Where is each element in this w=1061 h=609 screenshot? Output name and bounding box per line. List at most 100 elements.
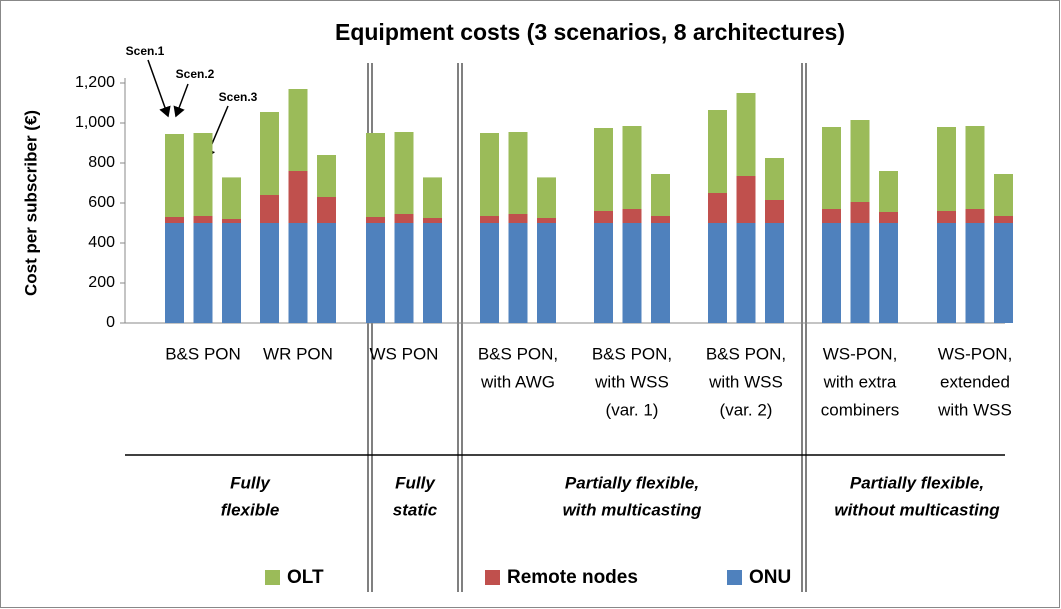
bar-segment [537, 177, 556, 218]
group-label: without multicasting [834, 500, 1000, 519]
bar-segment [879, 171, 898, 212]
bar-segment [822, 223, 841, 323]
x-tick-label: WS-PON, [938, 344, 1013, 363]
bar-segment [165, 217, 184, 223]
x-tick-label: with AWG [480, 372, 555, 391]
bar-segment [193, 133, 213, 216]
x-tick-label: with WSS [937, 400, 1012, 419]
bar-segment [508, 132, 528, 214]
x-tick-label: combiners [821, 400, 899, 419]
scenario-label: Scen.2 [176, 67, 215, 81]
bar-segment [480, 133, 499, 216]
bar-segment [508, 214, 528, 223]
bar-segment [366, 133, 385, 217]
bar-segment [394, 132, 414, 214]
bar-segment [394, 223, 414, 323]
bar-segment [850, 120, 870, 202]
bar-segment [994, 174, 1013, 216]
x-tick-label: (var. 1) [606, 400, 659, 419]
legend-label: ONU [749, 567, 791, 588]
bar-segment [366, 217, 385, 223]
bar-segment [765, 223, 784, 323]
bar-segment [317, 223, 336, 323]
bar-segment [879, 223, 898, 323]
bar-segment [260, 223, 279, 323]
bar-segment [937, 127, 956, 211]
bar-segment [423, 223, 442, 323]
y-tick-label: 1,200 [75, 74, 115, 91]
x-tick-label: (var. 2) [720, 400, 773, 419]
scenario-label: Scen.3 [219, 90, 258, 104]
bar-segment [736, 176, 756, 223]
x-tick-label: B&S PON, [478, 344, 558, 363]
x-tick-label: WR PON [263, 344, 333, 363]
bar-segment [394, 214, 414, 223]
bar-segment [288, 171, 308, 223]
bar-segment [937, 211, 956, 223]
group-label: Partially flexible, [850, 473, 984, 492]
bar-segment [193, 216, 213, 223]
bar-segment [222, 223, 241, 323]
bar-segment [622, 126, 642, 209]
y-tick-label: 1,000 [75, 114, 115, 131]
bar-segment [651, 174, 670, 216]
bar-segment [508, 223, 528, 323]
legend-swatch [265, 570, 280, 585]
group-label: Fully [395, 473, 436, 492]
y-tick-label: 600 [88, 194, 115, 211]
bar-segment [193, 223, 213, 323]
bar-segment [965, 209, 985, 223]
bar-segment [288, 223, 308, 323]
y-tick-label: 400 [88, 234, 115, 251]
chart-title: Equipment costs (3 scenarios, 8 architec… [335, 19, 845, 45]
bar-segment [708, 110, 727, 193]
bar-segment [594, 211, 613, 223]
x-tick-label: with extra [823, 372, 897, 391]
bar-segment [480, 216, 499, 223]
bar-segment [937, 223, 956, 323]
bar-segment [317, 197, 336, 223]
bar-segment [965, 126, 985, 209]
bar-segment [850, 223, 870, 323]
x-tick-label: WS-PON, [823, 344, 898, 363]
group-label: with multicasting [563, 500, 702, 519]
x-tick-label: extended [940, 372, 1010, 391]
bar-segment [165, 134, 184, 217]
bar-segment [879, 212, 898, 223]
x-tick-label: with WSS [708, 372, 783, 391]
bar-segment [537, 223, 556, 323]
bar-segment [994, 223, 1013, 323]
bar-segment [965, 223, 985, 323]
bar-segment [366, 223, 385, 323]
bar-segment [822, 209, 841, 223]
bar-segment [423, 218, 442, 223]
x-tick-label: B&S PON [165, 344, 241, 363]
group-label: Partially flexible, [565, 473, 699, 492]
bar-segment [165, 223, 184, 323]
group-label: Fully [230, 473, 271, 492]
bar-segment [822, 127, 841, 209]
bar-segment [622, 223, 642, 323]
bar-segment [423, 177, 442, 218]
bar-segment [708, 223, 727, 323]
bar-segment [765, 200, 784, 223]
bar-segment [651, 223, 670, 323]
bar-segment [736, 93, 756, 176]
legend-swatch [727, 570, 742, 585]
x-tick-label: B&S PON, [592, 344, 672, 363]
bar-segment [317, 155, 336, 197]
legend-swatch [485, 570, 500, 585]
bar-segment [850, 202, 870, 223]
y-tick-label: 800 [88, 154, 115, 171]
x-tick-label: WS PON [370, 344, 439, 363]
bar-segment [260, 195, 279, 223]
legend-label: OLT [287, 567, 324, 588]
bar-segment [622, 209, 642, 223]
scenario-label: Scen.1 [126, 44, 165, 58]
bar-segment [222, 177, 241, 219]
x-tick-label: with WSS [594, 372, 669, 391]
bar-segment [594, 223, 613, 323]
bar-segment [736, 223, 756, 323]
x-tick-label: B&S PON, [706, 344, 786, 363]
bar-segment [994, 216, 1013, 223]
